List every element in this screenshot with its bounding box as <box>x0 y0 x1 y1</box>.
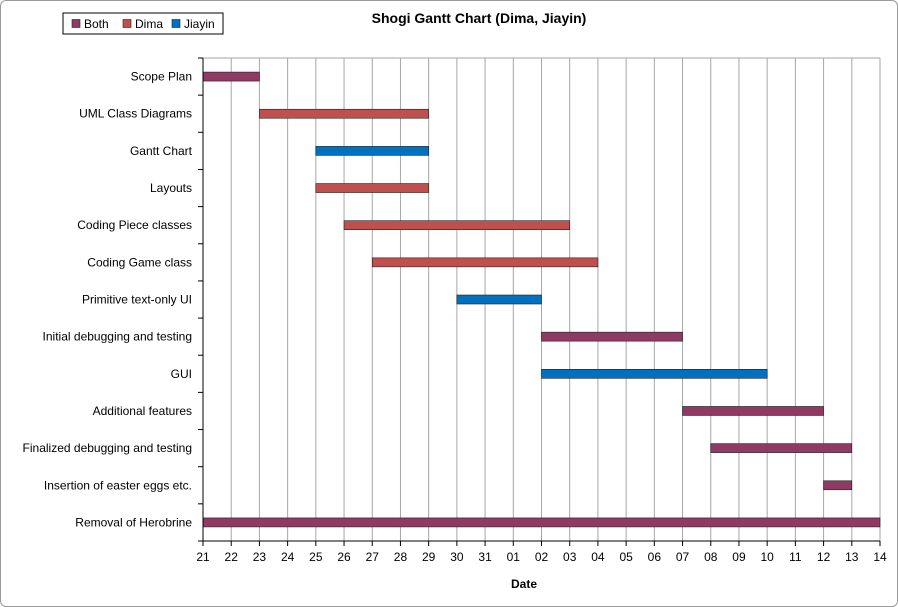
legend-label: Both <box>84 17 109 31</box>
task-bar <box>541 331 683 342</box>
x-tick-label: 14 <box>873 550 887 564</box>
legend-swatch <box>71 19 81 28</box>
task-bar <box>315 146 429 156</box>
task-bar <box>710 443 853 453</box>
x-tick-label: 01 <box>507 550 521 564</box>
chart-title: Shogi Gantt Chart (Dima, Jiayin) <box>372 10 587 26</box>
task-bar <box>371 257 599 268</box>
x-tick-label: 02 <box>535 550 549 564</box>
task-label: Primitive text-only UI <box>82 293 192 307</box>
task-label: Initial debugging and testing <box>43 330 192 344</box>
x-tick-label: 22 <box>225 550 239 564</box>
legend-label: Dima <box>135 17 163 31</box>
axes <box>198 57 881 546</box>
x-tick-label: 27 <box>366 550 380 564</box>
task-bar <box>541 369 768 379</box>
x-tick-label: 23 <box>253 550 267 564</box>
task-label: Layouts <box>150 181 192 195</box>
x-tick-label: 11 <box>789 550 802 564</box>
x-tick-label: 08 <box>704 550 718 564</box>
task-labels: Scope Plan UML Class Diagrams Gantt Chart L… <box>23 70 193 530</box>
x-tick-label: 24 <box>281 550 295 564</box>
task-bar <box>259 108 429 119</box>
legend-swatch <box>122 19 132 28</box>
x-tick-label: 12 <box>817 550 831 564</box>
task-bar <box>315 183 429 193</box>
task-label: GUI <box>171 367 192 381</box>
task-label: Coding Game class <box>87 255 192 269</box>
task-label: Removal of Herobrine <box>75 515 192 529</box>
x-tick-label: 09 <box>732 550 746 564</box>
x-tick-labels: 21 22 23 24 25 26 27 28 29 30 31 01 02 03 04 05 06 07 08 09… <box>196 550 887 564</box>
task-label: Finalized debugging and testing <box>23 441 192 455</box>
x-tick-label: 21 <box>196 550 210 564</box>
x-tick-label: 04 <box>591 550 605 564</box>
x-tick-label: 07 <box>676 550 690 564</box>
task-bar <box>456 294 542 305</box>
grid <box>203 57 881 541</box>
x-tick-label: 25 <box>309 550 323 564</box>
task-bar <box>823 480 853 491</box>
x-tick-label: 03 <box>563 550 577 564</box>
legend-box <box>62 12 224 35</box>
task-label: Insertion of easter eggs etc. <box>44 478 192 492</box>
x-tick-label: 10 <box>760 550 774 564</box>
x-tick-label: 30 <box>450 550 464 564</box>
x-tick-label: 05 <box>619 550 633 564</box>
x-tick-label: 28 <box>394 550 408 564</box>
bars <box>202 71 881 528</box>
legend-label: Jiayin <box>184 17 215 31</box>
task-bar <box>682 406 824 416</box>
task-bar <box>343 220 571 230</box>
x-tick-label: 26 <box>337 550 351 564</box>
legend: Both Dima Jiayin <box>62 12 224 35</box>
x-axis-title: Date <box>511 577 537 591</box>
task-label: Gantt Chart <box>130 144 193 158</box>
task-label: Coding Piece classes <box>77 218 192 232</box>
x-tick-label: 06 <box>648 550 662 564</box>
task-label: Additional features <box>93 404 192 418</box>
task-bar <box>202 71 260 82</box>
task-label: UML Class Diagrams <box>79 107 192 121</box>
task-label: Scope Plan <box>131 70 192 84</box>
x-tick-label: 13 <box>845 550 859 564</box>
x-tick-label: 29 <box>422 550 436 564</box>
x-tick-label: 31 <box>478 550 492 564</box>
task-bar <box>202 517 881 528</box>
legend-swatch <box>171 19 181 28</box>
